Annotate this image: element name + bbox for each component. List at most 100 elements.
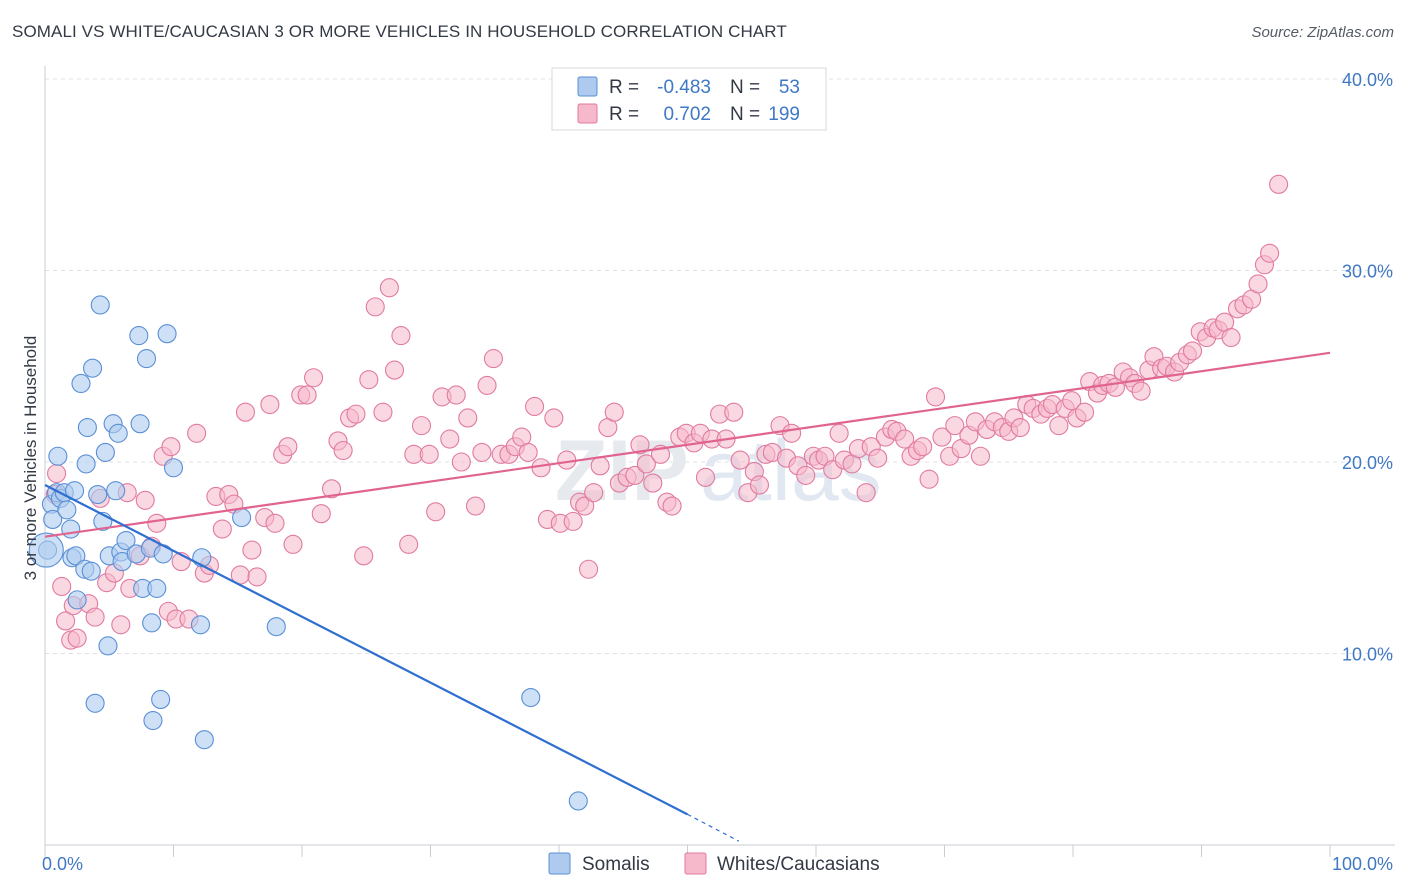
- point-whites-12: [111, 615, 131, 635]
- point-somalis-36: [136, 349, 157, 369]
- point-somalis-7: [57, 500, 77, 520]
- bottom-legend-label-somalis: Somalis: [582, 854, 650, 875]
- point-somalis-18: [82, 358, 103, 378]
- point-whites-185: [1221, 327, 1241, 348]
- x-tick-label-1: 100.0%: [1332, 854, 1393, 874]
- point-whites-189: [1248, 274, 1268, 294]
- point-whites-35: [247, 567, 267, 587]
- trend-line-whites: [44, 351, 1331, 538]
- point-somalis-34: [130, 414, 150, 434]
- trend-line-somalis: [44, 484, 689, 816]
- point-whites-33: [235, 402, 256, 422]
- series-whites-points: [45, 174, 1289, 650]
- legend-r-label-2: R =: [609, 104, 639, 125]
- point-whites-137: [913, 437, 933, 457]
- point-whites-158: [1049, 416, 1069, 436]
- point-somalis-51: [568, 791, 588, 811]
- x-tick-labels: 0.0% 100.0%: [42, 854, 1393, 874]
- point-whites-64: [440, 429, 460, 449]
- legend-r-value-1: -0.483: [657, 77, 711, 98]
- point-somalis-17: [81, 561, 101, 581]
- series-somalis-points: [28, 295, 588, 811]
- point-whites-58: [399, 534, 419, 554]
- point-somalis-33: [129, 326, 149, 346]
- point-whites-8: [85, 607, 105, 627]
- point-somalis-40: [147, 578, 167, 598]
- legend-n-value-2: 199: [768, 104, 800, 125]
- point-somalis-39: [143, 710, 163, 731]
- point-whites-60: [411, 416, 432, 436]
- point-somalis-48: [232, 507, 252, 528]
- point-somalis-49: [266, 617, 286, 637]
- point-whites-62: [426, 502, 446, 522]
- source-label: Source: ZipAtlas.com: [1251, 24, 1394, 41]
- point-somalis-12: [67, 590, 87, 610]
- point-somalis-24: [98, 636, 118, 656]
- point-somalis-20: [88, 485, 108, 505]
- trend-line-somalis-extension: [687, 813, 740, 842]
- point-whites-55: [379, 278, 399, 298]
- point-whites-70: [477, 375, 497, 395]
- point-whites-48: [333, 440, 353, 461]
- point-whites-65: [446, 385, 466, 405]
- point-whites-16: [135, 490, 155, 510]
- point-whites-34: [242, 540, 262, 560]
- point-whites-86: [579, 559, 599, 579]
- legend-swatch-somalis: [577, 76, 598, 97]
- point-whites-112: [749, 475, 770, 495]
- point-whites-67: [458, 408, 478, 428]
- point-whites-57: [391, 326, 411, 346]
- point-whites-108: [724, 402, 744, 422]
- bottom-legend-swatch-whites: [684, 852, 707, 875]
- point-whites-139: [925, 387, 946, 407]
- point-whites-85: [575, 496, 595, 516]
- point-whites-109: [730, 450, 750, 470]
- point-somalis-4: [48, 446, 68, 466]
- point-somalis-16: [77, 417, 97, 438]
- point-whites-50: [346, 404, 366, 424]
- y-tick-label-3: 40.0%: [1342, 70, 1393, 90]
- point-whites-83: [563, 511, 583, 531]
- point-whites-46: [322, 479, 342, 499]
- point-whites-78: [531, 458, 551, 478]
- y-axis-label: 3 or more Vehicles in Household: [21, 336, 40, 581]
- legend-box: [551, 67, 827, 131]
- point-whites-124: [829, 423, 849, 443]
- point-somalis-45: [190, 615, 211, 635]
- point-whites-69: [472, 442, 492, 462]
- grid-lines: [45, 78, 1395, 654]
- point-whites-6: [67, 628, 87, 648]
- point-somalis-27: [106, 481, 126, 501]
- legend-swatch-whites: [577, 103, 598, 124]
- y-tick-labels: 10.0% 20.0% 30.0% 40.0%: [1342, 70, 1393, 665]
- point-whites-38: [265, 513, 285, 533]
- point-whites-146: [970, 446, 991, 466]
- point-somalis-43: [157, 324, 177, 344]
- point-whites-61: [419, 444, 439, 464]
- point-whites-87: [584, 483, 604, 503]
- point-whites-43: [297, 385, 317, 405]
- point-whites-66: [451, 452, 471, 472]
- x-tick-label-0: 0.0%: [42, 854, 83, 874]
- point-whites-138: [919, 469, 939, 489]
- point-whites-128: [856, 483, 876, 503]
- point-whites-179: [1182, 341, 1203, 361]
- point-whites-140: [932, 427, 952, 447]
- point-whites-192: [1269, 174, 1289, 194]
- point-somalis-41: [151, 689, 171, 710]
- point-whites-80: [544, 408, 564, 428]
- legend-r-label-1: R =: [609, 77, 639, 98]
- point-whites-54: [373, 402, 393, 422]
- point-somalis-28: [108, 423, 128, 443]
- point-whites-41: [283, 534, 303, 554]
- point-whites-56: [384, 360, 405, 380]
- point-whites-93: [625, 465, 645, 485]
- point-whites-88: [590, 456, 610, 476]
- point-whites-94: [630, 435, 650, 455]
- point-whites-29: [212, 519, 232, 539]
- point-somalis-21: [90, 295, 110, 315]
- point-whites-25: [187, 423, 207, 443]
- point-whites-160: [1062, 391, 1082, 411]
- point-whites-21: [161, 437, 181, 457]
